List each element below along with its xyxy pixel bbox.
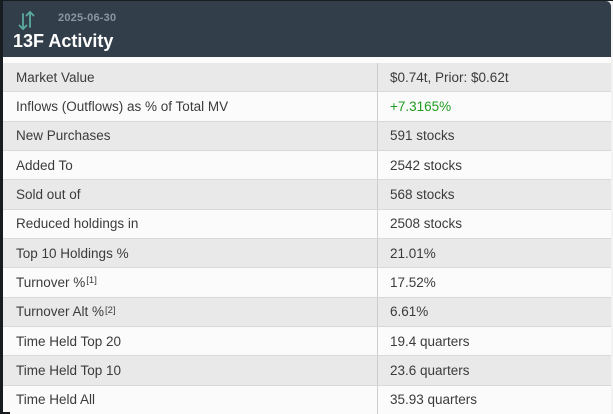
row-label-text: Turnover % — [16, 274, 86, 290]
table-row: Market Value $0.74t, Prior: $0.62t — [3, 63, 611, 92]
row-label: Time Held Top 20 — [3, 326, 378, 356]
table-row: Time Held Top 10 23.6 quarters — [3, 355, 611, 385]
row-label-text: Sold out of — [16, 186, 81, 202]
row-value: 17.52% — [390, 274, 436, 290]
row-label: Added To — [3, 150, 378, 180]
table-row: Turnover % [1] 17.52% — [3, 267, 611, 297]
row-value: 19.4 quarters — [390, 333, 470, 349]
row-label: Reduced holdings in — [3, 209, 378, 238]
row-value: 23.6 quarters — [390, 362, 470, 378]
row-label-text: Top 10 Holdings % — [16, 245, 129, 261]
activity-card: 2025-06-30 13F Activity Market Value $0.… — [3, 1, 611, 414]
table-row: Reduced holdings in 2508 stocks — [3, 208, 611, 238]
row-label: Market Value — [3, 63, 378, 92]
table-row: Turnover Alt % [2] 6.61% — [3, 296, 611, 326]
row-label: Inflows (Outflows) as % of Total MV — [3, 92, 378, 121]
table-row: Top 10 Holdings % 21.01% — [3, 237, 611, 268]
row-value: 2508 stocks — [390, 216, 463, 232]
row-label: Sold out of — [3, 180, 378, 209]
row-value: $0.74t, Prior: $0.62t — [390, 69, 509, 85]
row-label-text: Inflows (Outflows) as % of Total MV — [16, 98, 229, 114]
row-label-text: New Purchases — [16, 128, 111, 144]
table-row: Added To 2542 stocks — [3, 149, 611, 180]
table-row: Inflows (Outflows) as % of Total MV +7.3… — [3, 91, 611, 121]
header-divider — [3, 57, 611, 63]
row-label-text: Added To — [16, 157, 73, 173]
row-label-text: Turnover Alt % — [16, 304, 105, 320]
row-label-text: Time Held All — [16, 392, 96, 408]
row-label: New Purchases — [3, 121, 378, 150]
row-label-text: Market Value — [16, 69, 95, 85]
row-label: Time Held Top 10 — [3, 356, 378, 385]
row-value: 35.93 quarters — [390, 392, 478, 408]
row-label-text: Time Held Top 20 — [16, 333, 122, 349]
card-header: 2025-06-30 13F Activity — [3, 1, 611, 57]
row-label-text: Reduced holdings in — [16, 216, 139, 232]
row-value: +7.3165% — [390, 98, 452, 114]
row-value: 568 stocks — [390, 186, 455, 202]
stats-table: Market Value $0.74t, Prior: $0.62t Inflo… — [3, 63, 611, 414]
row-label-text: Time Held Top 10 — [16, 362, 122, 378]
row-label: Time Held All — [3, 385, 378, 414]
report-date: 2025-06-30 — [58, 12, 117, 24]
row-label: Turnover % [1] — [3, 268, 378, 297]
up-down-arrows-icon — [18, 11, 35, 30]
page-title: 13F Activity — [13, 31, 114, 51]
row-label: Turnover Alt % [2] — [3, 297, 378, 326]
row-value: 2542 stocks — [390, 157, 463, 173]
table-row: Time Held Top 20 19.4 quarters — [3, 325, 611, 356]
table-row: Sold out of 568 stocks — [3, 179, 611, 209]
row-value: 591 stocks — [390, 128, 455, 144]
table-row: New Purchases 591 stocks — [3, 120, 611, 150]
row-label: Top 10 Holdings % — [3, 238, 378, 268]
table-row: Time Held All 35.93 quarters — [3, 384, 611, 414]
row-value: 6.61% — [390, 304, 429, 320]
row-value: 21.01% — [390, 245, 436, 261]
